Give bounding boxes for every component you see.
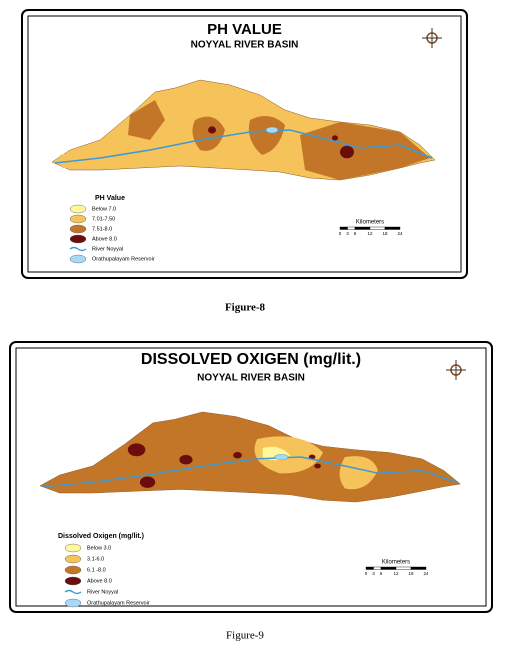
- legend-label: Above 8.0: [92, 236, 117, 242]
- legend-line: [64, 589, 82, 595]
- legend-label: River Noyyal: [87, 589, 118, 595]
- map-frame-inner: [27, 15, 462, 273]
- map-subtitle: NOYYAL RIVER BASIN: [191, 40, 299, 51]
- legend-swatch: [64, 598, 82, 608]
- compass-cross: [422, 28, 442, 48]
- legend-swatch: [64, 565, 82, 575]
- legend-label: Orathupalayam Reservoir: [87, 600, 150, 606]
- scale-tick: 18: [382, 231, 388, 236]
- scale-segment: [384, 226, 401, 230]
- scale-segment: [380, 566, 397, 570]
- basin: [39, 411, 461, 503]
- legend-swatch: [69, 204, 87, 214]
- scale-segment: [395, 566, 412, 570]
- legend-label: River Noyyal: [92, 246, 123, 252]
- scale-segment: [373, 566, 382, 570]
- reservoir: [265, 126, 279, 134]
- legend-line: [69, 246, 87, 252]
- legend-label: 3.1-6.0: [87, 556, 104, 562]
- scale-tick: 6: [380, 571, 383, 576]
- scale-segment: [354, 226, 371, 230]
- zone: [192, 116, 225, 151]
- legend-label: 6.1 -8.0: [87, 567, 106, 573]
- map-title: PH VALUE: [207, 21, 282, 38]
- legend-label: Below 3.0: [87, 545, 111, 551]
- scale-segment: [369, 226, 386, 230]
- reservoir: [274, 454, 289, 460]
- zone: [300, 122, 430, 180]
- scale-title: Kilometers: [356, 220, 384, 226]
- scale-tick: 0: [365, 571, 368, 576]
- legend-swatch: [64, 576, 82, 586]
- figure-caption: Figure-9: [226, 630, 264, 642]
- legend-label: 7.01-7.50: [92, 216, 115, 222]
- zone-spot: [332, 135, 338, 141]
- scale-segment: [365, 566, 374, 570]
- figure-caption: Figure-8: [225, 302, 266, 314]
- basin-map: [39, 411, 461, 503]
- map-frame: [21, 9, 468, 279]
- legend-swatch: [64, 543, 82, 553]
- scale-tick: 12: [367, 231, 373, 236]
- legend-title: Dissolved Oxigen (mg/lit.): [58, 533, 144, 540]
- map-subtitle: NOYYAL RIVER BASIN: [197, 373, 305, 384]
- scale-tick: 24: [423, 571, 429, 576]
- map-title: DISSOLVED OXIGEN (mg/lit.): [141, 351, 361, 368]
- map-frame-inner: [15, 347, 487, 607]
- legend-label: Below 7.0: [92, 206, 116, 212]
- zone-spot: [179, 454, 193, 465]
- legend-swatch: [69, 214, 87, 224]
- legend-title: PH Value: [95, 195, 125, 202]
- scale-title: Kilometers: [382, 560, 410, 566]
- zone-spot: [340, 145, 354, 159]
- basin-map: [51, 79, 436, 181]
- zone-spot: [314, 463, 321, 469]
- compass-cross: [446, 360, 466, 380]
- zone-spot: [208, 126, 216, 134]
- scale-segment: [339, 226, 348, 230]
- scale-tick: 3: [346, 231, 349, 236]
- legend-label: 7.51-8.0: [92, 226, 112, 232]
- zone: [339, 456, 378, 490]
- scale-tick: 0: [339, 231, 342, 236]
- zone: [128, 100, 165, 140]
- scale-tick: 12: [393, 571, 399, 576]
- scale-tick: 24: [397, 231, 403, 236]
- legend-swatch: [69, 234, 87, 244]
- zone-spot: [233, 451, 242, 459]
- legend-label: Orathupalayam Reservoir: [92, 256, 155, 262]
- map-frame: [9, 341, 493, 613]
- scale-segment: [410, 566, 427, 570]
- zone: [248, 116, 285, 155]
- scale-segment: [347, 226, 356, 230]
- legend-swatch: [69, 254, 87, 264]
- zone-spot: [139, 476, 156, 488]
- zone-spot: [127, 443, 146, 457]
- scale-tick: 3: [372, 571, 375, 576]
- scale-tick: 6: [354, 231, 357, 236]
- legend-swatch: [69, 224, 87, 234]
- scale-tick: 18: [408, 571, 414, 576]
- legend-label: Above 8.0: [87, 578, 112, 584]
- legend-swatch: [64, 554, 82, 564]
